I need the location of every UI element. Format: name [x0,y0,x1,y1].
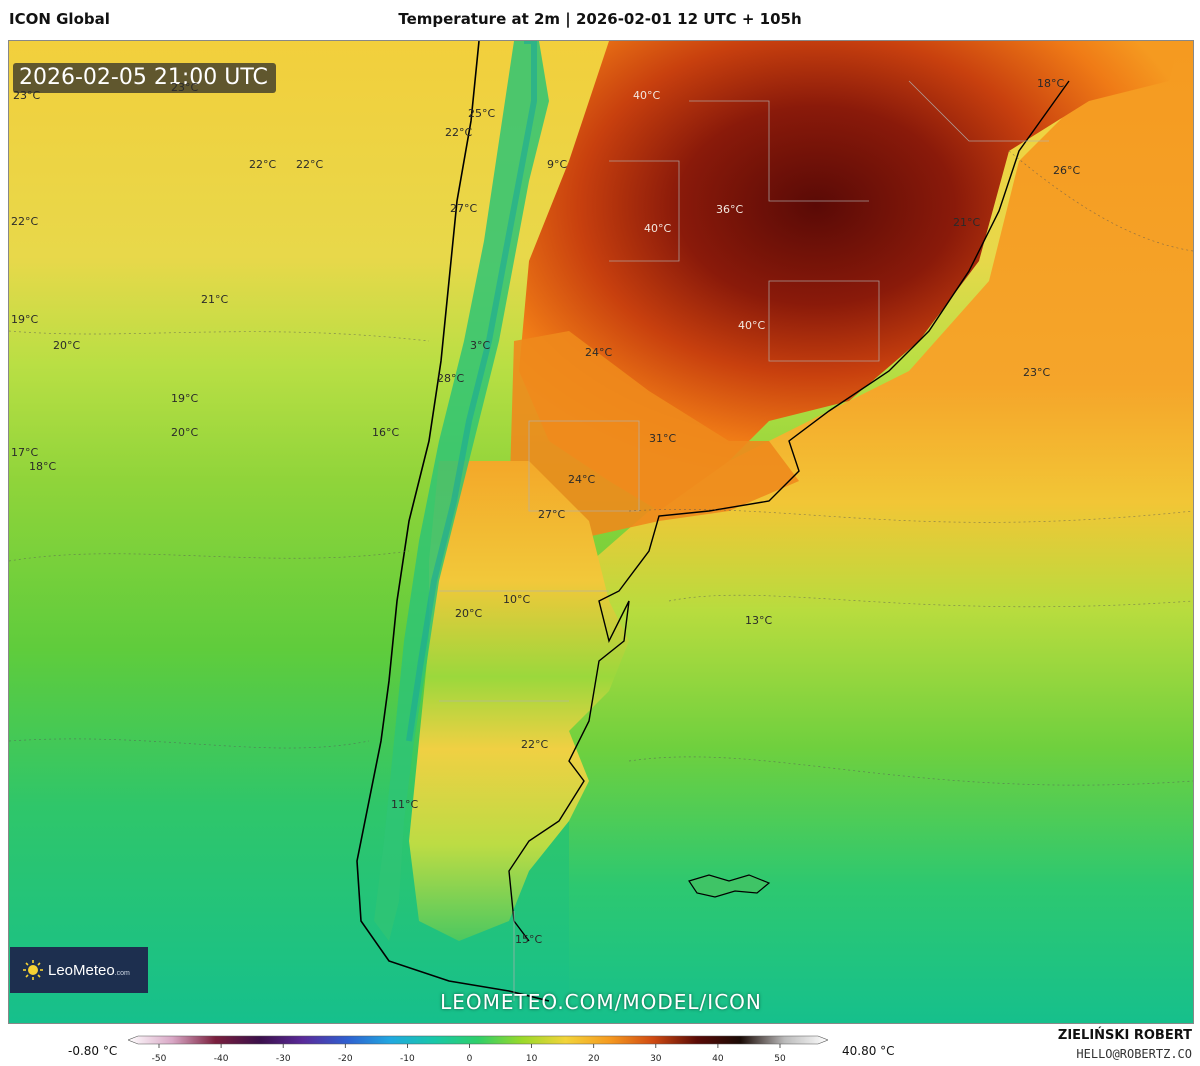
temp-label: 40°C [738,319,766,332]
temp-label: 18°C [29,460,57,473]
temp-label: 22°C [445,126,473,139]
temperature-map: 2026-02-05 21:00 UTC 23°C 23°C 25°C 22°C… [8,40,1194,1024]
author-email: HELLO@ROBERTZ.CO [1076,1047,1192,1061]
atlantic-ocean [569,41,1193,1023]
logo-suffix: .com [114,969,130,977]
temp-label: 11°C [391,798,419,811]
temp-label: 28°C [437,372,465,385]
temp-label: 20°C [53,339,81,352]
temp-label: 26°C [1053,164,1081,177]
colorbar-tick-label: 0 [467,1054,473,1064]
temp-label: 19°C [11,313,39,326]
orange-band [509,331,799,541]
logo-text: LeoMeteo.com [48,962,130,979]
temp-label: 21°C [201,293,229,306]
falkland-islands [688,874,771,898]
temp-label: 27°C [538,508,566,521]
colorbar-tick-label: 20 [588,1054,600,1064]
colorbar-tick-label: -40 [214,1054,229,1064]
colorbar-tick-label: 30 [650,1054,662,1064]
temp-label: 27°C [450,202,478,215]
temp-label: 22°C [521,738,549,751]
temp-label: 22°C [296,158,324,171]
colorbar-ramp [128,1035,828,1045]
colorbar-tick-label: 50 [774,1054,786,1064]
temp-label: 22°C [249,158,277,171]
chart-title: Temperature at 2m | 2026-02-01 12 UTC + … [398,10,802,28]
sun-icon [22,959,44,981]
temp-label: 23°C [171,81,199,94]
east-coastline [508,80,1070,942]
temp-label: 19°C [171,392,199,405]
temp-label: 23°C [13,89,41,102]
map-canvas [9,41,1193,1023]
logo-name: LeoMeteo [48,961,115,979]
model-name: ICON Global [9,10,110,28]
temp-label: 24°C [568,473,596,486]
temp-label: 23°C [1023,366,1051,379]
temp-label: 17°C [11,446,39,459]
watermark-url: LEOMETEO.COM/MODEL/ICON [440,990,762,1014]
author-name: ZIELIŃSKI ROBERT [1057,1028,1192,1043]
temp-label: 20°C [455,607,483,620]
scale-min-label: -0.80 °C [68,1044,118,1058]
temp-label: 21°C [953,216,981,229]
temp-label: 24°C [585,346,613,359]
valid-time-badge: 2026-02-05 21:00 UTC [13,63,276,93]
scale-max-label: 40.80 °C [842,1044,895,1058]
temp-label: 22°C [11,215,39,228]
colorbar-tick-label: -10 [400,1054,415,1064]
temp-label: 40°C [633,89,661,102]
temp-label: 25°C [468,107,496,120]
temp-label: 10°C [503,593,531,606]
temp-label: 40°C [644,222,672,235]
andes-peaks [406,41,537,742]
temp-label: 9°C [547,158,568,171]
colorbar-tick-label: -50 [152,1054,167,1064]
temp-label: 15°C [515,933,543,946]
west-coastline [356,41,550,1002]
temp-label: 20°C [171,426,199,439]
province-borders [439,80,1049,1001]
temp-label: 18°C [1037,77,1065,90]
temp-label: 36°C [716,203,744,216]
colorbar-tick-label: -30 [276,1054,291,1064]
leometeo-logo: LeoMeteo.com [10,947,148,993]
colorbar-tick-label: 10 [526,1054,538,1064]
temp-label: 16°C [372,426,400,439]
temp-label: 3°C [470,339,491,352]
temp-label: 31°C [649,432,677,445]
colorbar-tick-label: -20 [338,1054,353,1064]
temp-label: 13°C [745,614,773,627]
heat-dome-region [519,41,1179,511]
isotherms [9,150,1193,786]
temperature-colorbar: -50 -40 -30 -20 -10 0 10 20 30 40 50 [128,1035,828,1064]
colorbar-tick-label: 40 [712,1054,724,1064]
